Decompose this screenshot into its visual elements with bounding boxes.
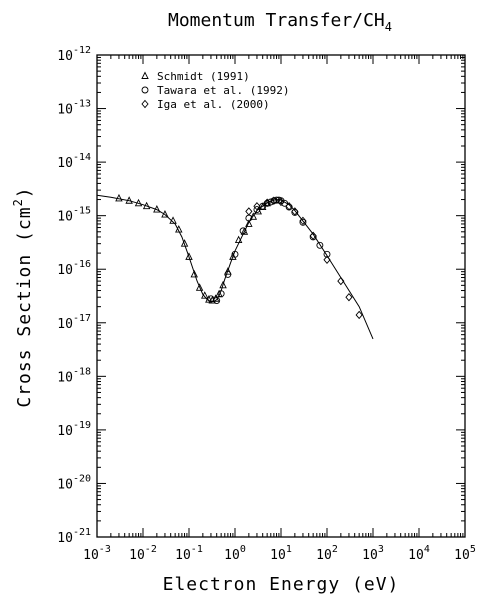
chart-title: Momentum Transfer/CH4 [168, 10, 392, 34]
data-point-diamond [337, 276, 345, 286]
data-point-triangle [180, 239, 189, 247]
y-tick-label: 10-15 [57, 206, 91, 225]
data-point-diamond [355, 310, 363, 320]
data-point-triangle [125, 196, 133, 204]
y-tick-label: 10-13 [57, 99, 91, 118]
x-tick-label: 10-3 [83, 544, 111, 563]
data-point-triangle [219, 280, 227, 289]
legend-label: Schmidt (1991) [157, 70, 250, 83]
data-point-diamond [270, 196, 278, 205]
y-axis-label: Cross Section (cm2) [11, 186, 35, 407]
data-point-triangle [229, 252, 237, 260]
series-diamond [245, 196, 363, 320]
x-tick-label: 101 [270, 544, 292, 563]
legend-marker-circle [141, 86, 149, 94]
x-tick-label: 102 [316, 544, 338, 563]
data-point-diamond [285, 202, 293, 211]
data-point-triangle [185, 252, 193, 260]
recommended-curve [96, 194, 374, 340]
y-tick-label: 10-12 [57, 45, 91, 64]
data-point-triangle [195, 283, 204, 291]
data-point-diamond [309, 231, 317, 241]
series-triangle [115, 193, 271, 304]
data-point-diamond [277, 197, 285, 207]
data-point-diamond [323, 255, 331, 264]
data-point-triangle [175, 225, 183, 233]
data-point-diamond [291, 207, 299, 216]
y-tick-label: 10-17 [57, 313, 91, 332]
y-tick-label: 10-21 [57, 527, 91, 546]
data-point-circle [316, 241, 324, 249]
data-point-circle [213, 297, 221, 305]
data-point-triangle [161, 210, 169, 218]
y-tick-label: 10-20 [57, 473, 91, 492]
plot-frame [96, 54, 466, 538]
x-tick-label: 105 [454, 544, 476, 563]
data-point-circle [217, 290, 225, 298]
data-point-triangle [234, 235, 243, 244]
legend-label: Iga et al. (2000) [157, 98, 270, 111]
data-point-triangle [215, 289, 223, 298]
data-point-circle [231, 250, 239, 258]
data-point-circle [239, 227, 247, 235]
plot-area: 10-3 10-2 10-1 100 101 102 103 104 105 10-21 10-20… [57, 45, 476, 563]
data-point-triangle [224, 267, 232, 275]
x-tick-label: 104 [408, 544, 430, 563]
legend-marker-triangle [141, 71, 149, 79]
data-point-diamond [253, 202, 261, 211]
data-point-circle [299, 218, 307, 226]
data-point-diamond [299, 216, 307, 226]
y-tick-label: 10-14 [57, 152, 91, 171]
data-point-triangle [169, 216, 177, 224]
x-tick-label: 10-2 [129, 544, 157, 563]
data-point-triangle [142, 201, 151, 210]
data-point-triangle [115, 193, 123, 202]
data-point-circle [253, 206, 261, 214]
legend-label: Tawara et al. (1992) [157, 84, 289, 97]
y-tick-label: 10-19 [57, 420, 91, 439]
x-tick-label: 103 [362, 544, 384, 563]
data-point-diamond [263, 198, 271, 207]
data-point-triangle [201, 291, 209, 299]
x-axis-label: Electron Energy (eV) [163, 574, 400, 595]
x-tick-label: 10-1 [175, 544, 203, 563]
data-point-triangle [245, 219, 253, 227]
legend-marker-diamond [141, 99, 149, 109]
data-point-circle [281, 199, 289, 207]
data-point-triangle [205, 295, 213, 303]
data-point-diamond [345, 293, 353, 302]
y-tick-label: 10-16 [57, 259, 91, 278]
data-point-triangle [134, 198, 143, 207]
legend: Schmidt (1991)Tawara et al. (1992)Iga et… [141, 70, 289, 111]
data-point-triangle [190, 269, 198, 278]
x-tick-label: 100 [224, 544, 246, 563]
data-point-diamond [245, 207, 253, 216]
data-point-triangle [153, 205, 161, 213]
data-point-circle [224, 270, 232, 278]
y-tick-label: 10-18 [57, 366, 91, 385]
data-point-circle [323, 250, 331, 258]
